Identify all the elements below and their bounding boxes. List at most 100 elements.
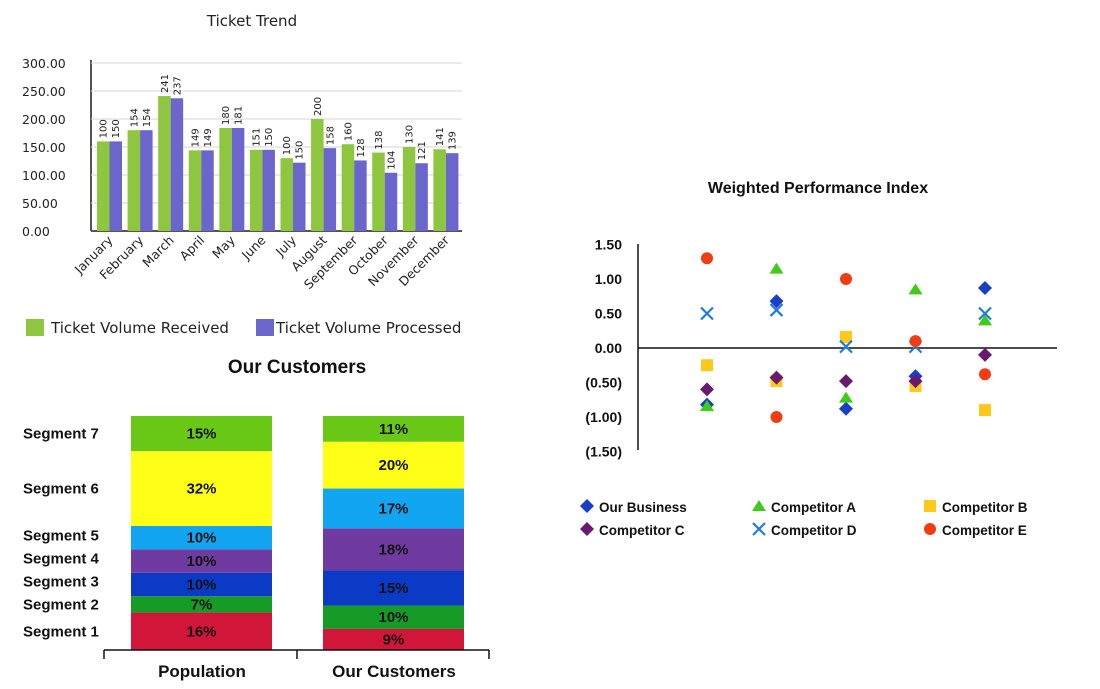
data-label: 130 (405, 125, 416, 144)
x-tick-label: May (209, 232, 238, 261)
data-label: 200 (313, 97, 324, 116)
bar-processed (170, 98, 184, 231)
data-label: 149 (191, 128, 202, 147)
legend-marker (752, 522, 766, 536)
segment-value-label: 17% (378, 500, 408, 517)
y-tick-label: 50.00 (22, 196, 58, 211)
weighted-performance-legend: Our Business Competitor A Competitor B Comp… (580, 499, 1028, 538)
bar-received (97, 141, 110, 231)
x-stroke (839, 339, 853, 354)
point-competitor-a (978, 314, 992, 326)
data-label: 154 (129, 108, 140, 127)
segment-value-label: 16% (186, 623, 216, 640)
ticket-trend-y-ticks: 300.00 250.00 200.00 150.00 100.00 50.00 0.00 (22, 56, 66, 239)
stack-segment (323, 605, 464, 629)
stack-segment (323, 441, 464, 489)
point-competitor-e (909, 335, 922, 348)
legend-marker (580, 522, 594, 536)
y-tick-label: 0.00 (595, 340, 622, 356)
segment-name-label: Segment 7 (23, 426, 99, 443)
bar-received (372, 152, 385, 231)
stack-segment (131, 572, 272, 597)
data-label: 100 (99, 119, 110, 138)
y-tick-label: 0.50 (595, 306, 622, 322)
data-label: 160 (343, 122, 354, 141)
data-label: 150 (264, 128, 275, 147)
segment-value-label: 20% (378, 457, 408, 474)
stack-segment (323, 528, 464, 571)
stack-segment (131, 549, 272, 573)
point-competitor-b (840, 330, 852, 343)
ticket-trend-title: Ticket Trend (206, 12, 297, 30)
bar-processed (445, 153, 459, 231)
bar-processed (262, 149, 275, 231)
segment-name-label: Segment 5 (23, 527, 99, 544)
point-competitor-d (700, 306, 714, 321)
point-competitor-d (978, 306, 992, 321)
y-tick-label: 1.00 (595, 271, 622, 287)
segment-name-label: Segment 6 (23, 481, 99, 498)
point-competitor-a (769, 262, 784, 274)
legend-label: Our Business (599, 500, 687, 515)
our-customers-bars: 16% 7% 10% 10% 10% 32% 15% 9% 10% 15% 18% 17% 20% 11% (131, 416, 464, 650)
bar-processed (293, 162, 306, 231)
bar-processed (201, 150, 214, 231)
point-competitor-a (908, 283, 923, 295)
bar-received (219, 127, 232, 231)
segment-value-label: 15% (378, 580, 408, 597)
bar-processed (354, 160, 367, 231)
legend-marker (752, 500, 766, 511)
y-tick-label: 300.00 (22, 56, 66, 71)
data-label: 149 (203, 128, 214, 147)
legend-label: Competitor A (771, 500, 856, 515)
data-label: 128 (356, 138, 367, 157)
y-tick-label: 100.00 (22, 168, 66, 183)
bar-received (158, 96, 171, 231)
legend-label: Competitor E (942, 523, 1027, 538)
y-tick-label: (0.50) (585, 375, 622, 391)
legend-label: Competitor C (599, 523, 685, 538)
data-label: 241 (160, 74, 171, 93)
point-our-business (978, 280, 992, 295)
point-competitor-a (839, 391, 853, 403)
point-competitor-d (839, 339, 853, 354)
bar-received (127, 130, 141, 231)
y-tick-label: 1.50 (595, 237, 622, 253)
segment-name-label: Segment 2 (23, 596, 99, 613)
data-label: 237 (172, 76, 183, 95)
segment-value-label: 15% (186, 426, 216, 443)
ticket-trend-legend: Ticket Volume Received Ticket Volume Pro… (26, 319, 461, 337)
segment-value-label: 7% (191, 596, 213, 613)
segment-name-label: Segment 4 (23, 550, 100, 567)
x-stroke (752, 522, 766, 536)
data-label: 154 (142, 108, 153, 127)
point-competitor-c (839, 374, 853, 389)
x-stroke (769, 303, 784, 317)
bar-processed (109, 141, 122, 231)
bar-received (341, 144, 355, 231)
bar-received (188, 150, 202, 231)
segment-value-label: 10% (186, 553, 216, 570)
point-competitor-e (840, 273, 852, 285)
segment-value-label: 10% (186, 576, 216, 593)
x-tick-label: June (238, 232, 269, 263)
bar-received (311, 119, 324, 231)
point-competitor-d (769, 303, 784, 317)
data-label: 141 (435, 127, 446, 146)
point-competitor-c (978, 347, 992, 362)
point-competitor-c (700, 382, 714, 397)
bar-received (280, 158, 293, 231)
data-label: 181 (234, 106, 245, 125)
stack-segment (323, 416, 464, 442)
category-label-population: Population (158, 662, 246, 681)
point-competitor-c (769, 370, 784, 385)
legend-swatch-processed (256, 319, 274, 336)
bar-processed (140, 130, 153, 231)
stack-segment (131, 612, 272, 650)
point-competitor-c (908, 374, 923, 389)
our-customers-segment-labels: Segment 1 Segment 2 Segment 3 Segment 4 Segm… (23, 426, 100, 641)
stack-segment (131, 416, 272, 452)
